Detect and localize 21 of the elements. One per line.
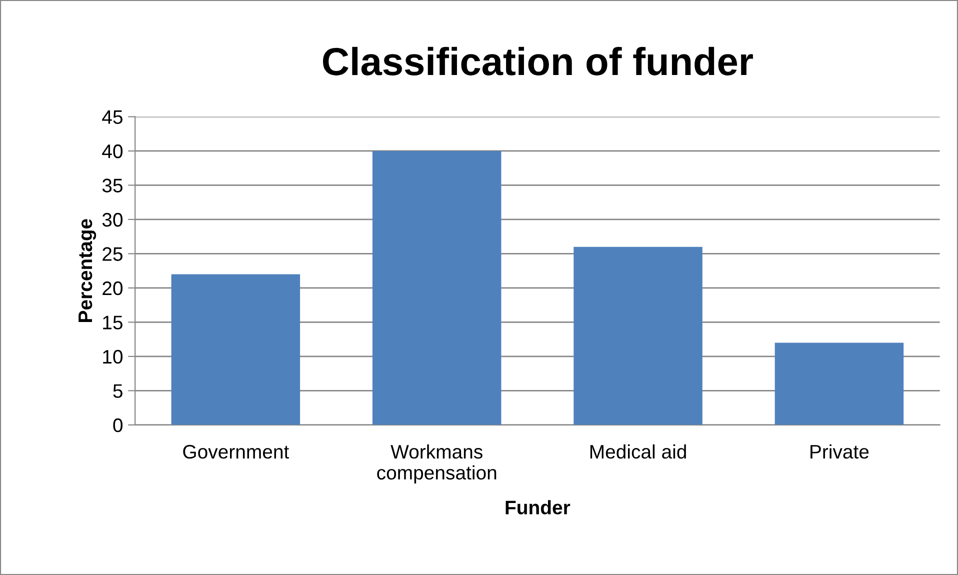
y-tick-label: 40 bbox=[102, 144, 123, 158]
y-tick-label: 35 bbox=[102, 178, 122, 192]
y-axis-title: Percentage bbox=[78, 219, 96, 322]
y-tick-label: 30 bbox=[102, 212, 123, 227]
x-axis-title: Funder bbox=[506, 500, 570, 514]
bar bbox=[574, 246, 702, 425]
bar bbox=[774, 342, 904, 425]
y-tick-label: 15 bbox=[103, 316, 122, 330]
x-tick-label: Private bbox=[810, 444, 869, 459]
chart-title: Classification of funder bbox=[322, 46, 753, 76]
bar bbox=[372, 150, 502, 425]
x-tick-label: Medical aid bbox=[590, 444, 686, 459]
x-tick-label: Government bbox=[183, 444, 290, 459]
y-tick-label: 25 bbox=[102, 247, 122, 261]
bar bbox=[171, 274, 300, 425]
y-tick-label: 20 bbox=[102, 281, 123, 296]
x-tick-label: Workmans compensation bbox=[377, 444, 496, 484]
y-tick-label: 0 bbox=[113, 418, 123, 432]
y-tick-label: 10 bbox=[103, 350, 123, 364]
y-tick-label: 45 bbox=[102, 110, 122, 124]
y-tick-label: 5 bbox=[113, 384, 122, 398]
